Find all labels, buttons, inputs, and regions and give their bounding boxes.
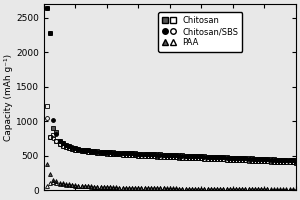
Y-axis label: Capacity (mAh g⁻¹): Capacity (mAh g⁻¹): [4, 54, 13, 141]
Legend: Chitosan, Chitosan/SBS, PAA: Chitosan, Chitosan/SBS, PAA: [158, 12, 242, 52]
